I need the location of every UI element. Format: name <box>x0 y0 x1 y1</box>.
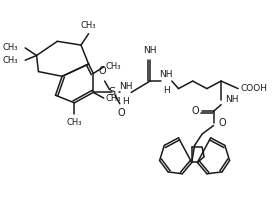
Text: CH₃: CH₃ <box>106 94 121 102</box>
Text: CH₃: CH₃ <box>81 21 96 30</box>
Text: O: O <box>192 106 199 116</box>
Text: NH: NH <box>159 70 173 79</box>
Text: NH: NH <box>119 82 132 91</box>
Text: O: O <box>99 66 106 76</box>
Text: CH₃: CH₃ <box>2 56 18 65</box>
Text: CH₃: CH₃ <box>2 43 18 52</box>
Text: COOH: COOH <box>240 84 267 93</box>
Text: S: S <box>109 87 116 97</box>
Text: NH: NH <box>143 47 157 56</box>
Text: CH₃: CH₃ <box>106 62 121 71</box>
Text: H: H <box>163 86 170 95</box>
Text: H: H <box>122 97 129 106</box>
Text: O: O <box>218 118 226 128</box>
Text: O: O <box>118 108 126 118</box>
Text: NH: NH <box>225 96 238 104</box>
Text: CH₃: CH₃ <box>67 118 82 127</box>
